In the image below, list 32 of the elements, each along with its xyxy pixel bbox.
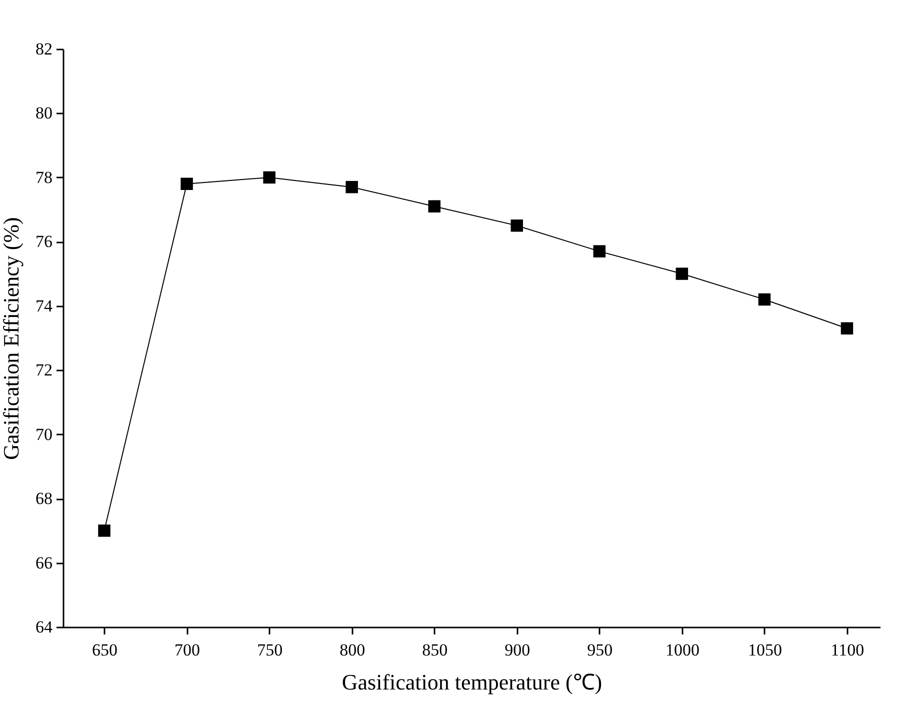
point xyxy=(758,293,771,306)
x-tick-label: 700 xyxy=(174,640,200,660)
point xyxy=(510,219,524,232)
point xyxy=(840,322,854,334)
x-tick-label: 750 xyxy=(257,640,283,660)
point xyxy=(676,268,688,280)
y-tick-label: 64 xyxy=(36,618,53,636)
y-tick-label: 80 xyxy=(36,104,52,123)
y-axis-title: Gasification Efficiency (%) xyxy=(0,217,24,460)
point xyxy=(346,180,358,194)
point xyxy=(180,178,193,190)
point xyxy=(263,171,276,184)
y-tick-label: 72 xyxy=(36,360,52,380)
y-tick-label: 68 xyxy=(36,489,52,508)
point xyxy=(428,200,440,212)
x-tick-label: 950 xyxy=(587,640,613,660)
point xyxy=(593,245,606,258)
x-tick-label: 800 xyxy=(340,640,366,660)
y-tick-label: 74 xyxy=(36,296,53,316)
y-tick-label: 66 xyxy=(36,553,52,572)
y-tick-label: 78 xyxy=(36,168,52,187)
x-tick-label: 900 xyxy=(504,640,530,660)
x-axis-title: Gasification temperature (℃) xyxy=(342,670,602,694)
x-tick-label: 1100 xyxy=(830,640,864,660)
y-tick-label: 70 xyxy=(36,424,52,444)
x-tick-label: 1050 xyxy=(748,640,782,660)
point xyxy=(98,524,110,537)
x-tick-label: 850 xyxy=(422,640,448,660)
x-tick-label: 1000 xyxy=(665,640,700,660)
y-tick-label: 82 xyxy=(36,40,52,58)
x-tick-label: 650 xyxy=(92,640,118,660)
y-tick-label: 76 xyxy=(36,232,52,252)
